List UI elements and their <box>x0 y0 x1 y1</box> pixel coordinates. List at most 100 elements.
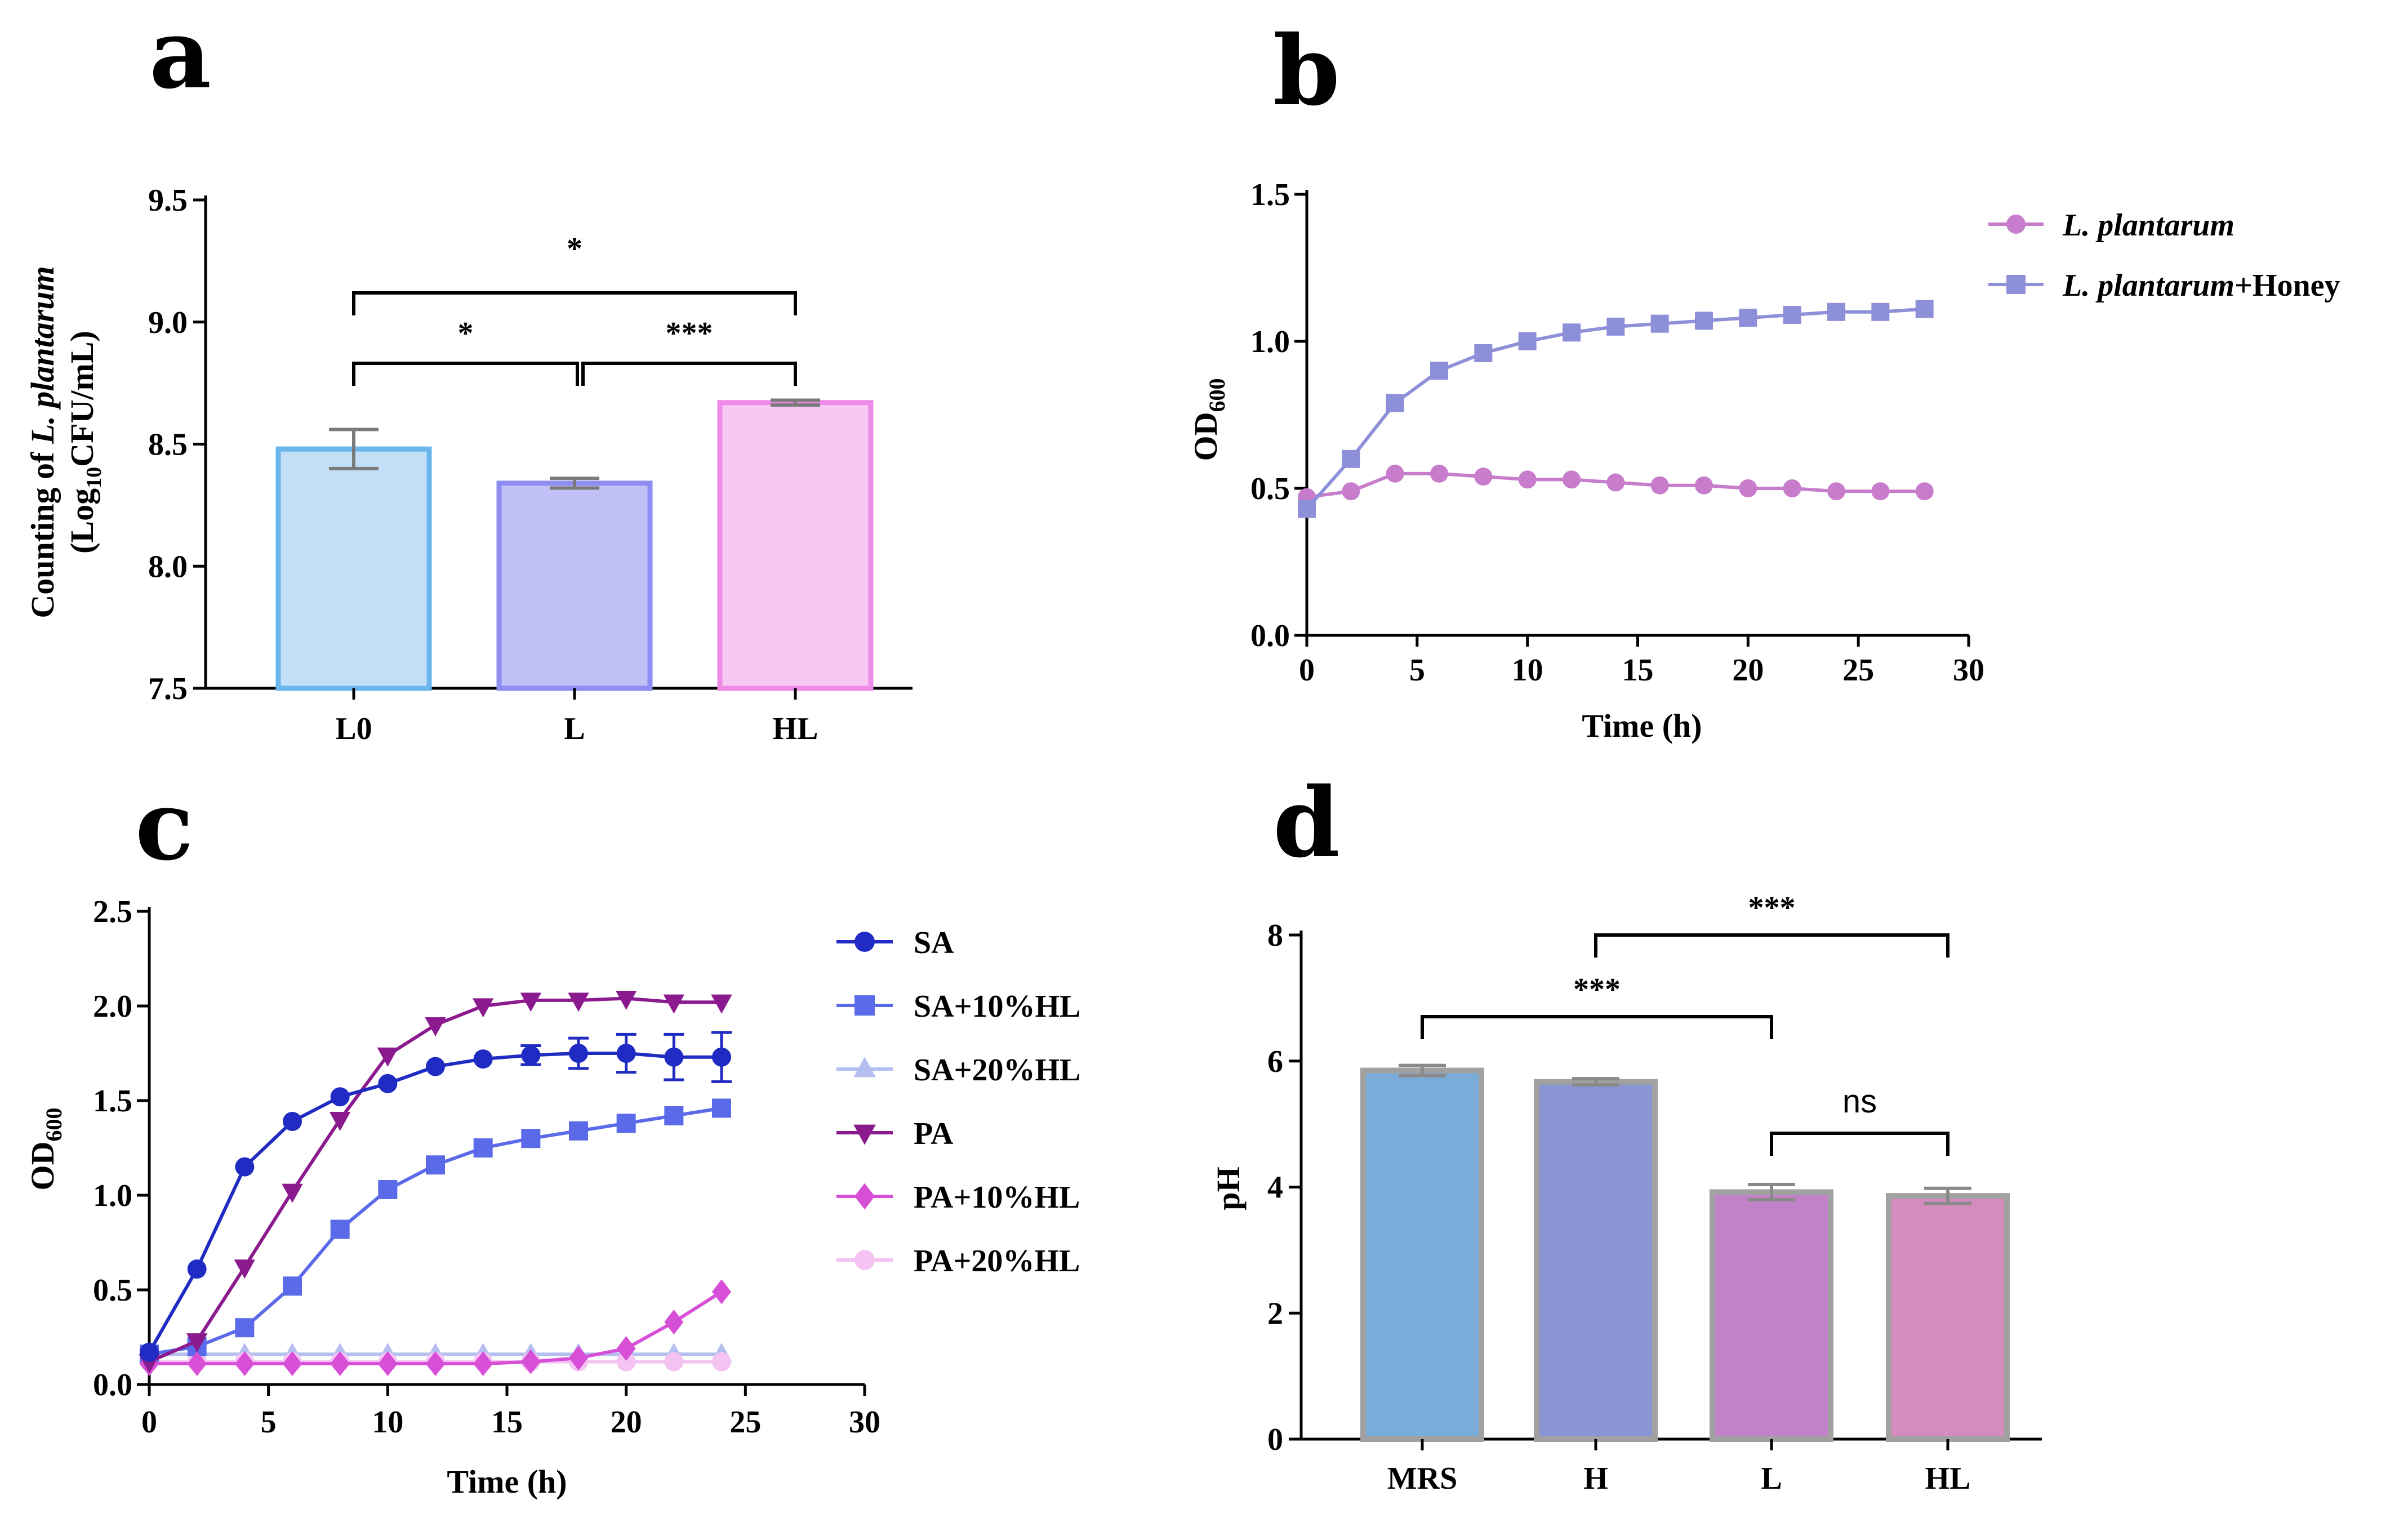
data-point <box>378 1351 398 1377</box>
panel-a-bar-chart: 7.58.08.59.09.5L0 L HL** ***Counting of L. … <box>24 183 913 746</box>
data-point <box>1695 476 1713 495</box>
legend-label: SA+20%HL <box>914 1053 1080 1088</box>
data-point <box>1915 482 1934 501</box>
significance-bracket <box>352 362 579 386</box>
data-point <box>282 1183 303 1203</box>
significance-label: *** <box>666 316 713 351</box>
panel-c-line-chart: 0.0 0.5 1.0 1.5 2.0 2.5 0 5 10 15 20 25 30 Time (h) OD… <box>24 894 1080 1500</box>
data-point <box>1518 470 1537 489</box>
data-point <box>712 1098 731 1118</box>
data-point <box>1871 302 1890 321</box>
data-point <box>377 1047 399 1067</box>
y-axis-label-line2: (Log10CFU/mL) <box>64 331 106 554</box>
x-tick-label: 15 <box>491 1405 523 1440</box>
y-tick-label: 9.0 <box>148 305 188 340</box>
data-point <box>521 1349 541 1374</box>
legend-label: PA+10%HL <box>914 1180 1080 1215</box>
data-point <box>473 1351 493 1377</box>
y-tick-label: 7.5 <box>148 671 188 706</box>
legend-marker <box>853 1057 876 1078</box>
data-point <box>712 1352 731 1372</box>
legend-label: SA <box>914 925 954 960</box>
data-point <box>473 1049 493 1069</box>
y-axis-label: pH <box>1210 1167 1247 1210</box>
data-point <box>569 1044 588 1063</box>
x-tick-label: HL <box>1925 1461 1971 1496</box>
bar-HL <box>1886 1193 2010 1443</box>
data-point <box>283 1351 302 1377</box>
data-point <box>1563 470 1581 489</box>
data-point <box>616 1336 636 1361</box>
y-tick-label: 0.5 <box>93 1273 132 1308</box>
x-tick-label: 5 <box>261 1405 277 1440</box>
data-point <box>1739 309 1757 327</box>
y-tick-label: 0.0 <box>93 1368 132 1403</box>
data-point <box>1518 332 1537 350</box>
panel-letter-c: c <box>135 769 194 882</box>
x-axis-label: Time (h) <box>1582 707 1702 744</box>
data-point <box>1563 323 1581 342</box>
y-tick-label: 0 <box>1267 1422 1283 1457</box>
data-point <box>1871 482 1890 501</box>
data-point <box>140 1342 159 1362</box>
significance-bracket <box>1421 1015 1773 1039</box>
data-point <box>664 1352 684 1372</box>
y-tick-label: 0.0 <box>1250 618 1290 653</box>
data-point <box>330 1087 350 1107</box>
significance-label: * <box>567 232 582 266</box>
y-tick-label: 1.5 <box>93 1084 132 1119</box>
bar-L <box>1710 1189 1833 1442</box>
data-point <box>234 1259 256 1279</box>
data-point <box>664 1310 684 1335</box>
x-tick-label: 5 <box>1409 653 1425 688</box>
data-point <box>1915 300 1934 318</box>
data-point <box>473 1138 493 1158</box>
data-point <box>1342 449 1360 468</box>
data-point <box>1827 302 1845 321</box>
bar-MRS <box>1360 1067 1484 1442</box>
x-tick-label: 0 <box>1299 653 1315 688</box>
data-point <box>1650 476 1669 495</box>
y-tick-label: 9.5 <box>148 183 188 218</box>
legend-label: PA+20%HL <box>914 1244 1080 1279</box>
legend-marker <box>854 1183 875 1210</box>
legend-marker <box>854 995 875 1016</box>
x-tick-label: 15 <box>1622 653 1654 688</box>
data-point <box>616 1044 636 1063</box>
x-tick-label: 25 <box>729 1405 761 1440</box>
x-tick-label: 25 <box>1842 653 1874 688</box>
x-tick-label: 10 <box>1512 653 1543 688</box>
significance-label: ns <box>1842 1083 1877 1120</box>
data-point <box>521 1129 541 1148</box>
data-point <box>1386 464 1404 483</box>
y-tick-label: 0.5 <box>1250 471 1290 506</box>
data-point <box>615 990 637 1010</box>
data-point <box>330 1219 350 1239</box>
significance-bracket <box>581 362 797 386</box>
significance-bracket <box>1594 933 1949 958</box>
y-axis-label: Counting of L. plantarum <box>24 266 61 618</box>
y-tick-label: 8.0 <box>148 549 188 584</box>
panel-letter-a: a <box>149 0 211 110</box>
data-point <box>378 1074 398 1093</box>
legend-label: PA <box>914 1116 954 1151</box>
y-tick-label: 2.5 <box>93 894 132 929</box>
legend-marker <box>2006 275 2026 294</box>
legend-marker <box>854 1250 875 1270</box>
legend-label: L. plantarum+Honey <box>2062 268 2340 303</box>
y-tick-label: 1.0 <box>1250 324 1290 359</box>
data-point <box>235 1318 255 1338</box>
data-point <box>712 1279 731 1305</box>
panel-letter-d: d <box>1273 767 1340 879</box>
data-point <box>235 1351 255 1377</box>
y-tick-label: 8 <box>1267 918 1283 953</box>
x-tick-label: 10 <box>372 1405 403 1440</box>
x-tick-label: L <box>564 711 585 746</box>
legend-label: L. plantarum <box>2062 208 2235 243</box>
x-tick-label: L <box>1761 1461 1782 1496</box>
y-tick-label: 4 <box>1267 1170 1283 1205</box>
data-point <box>569 1121 588 1141</box>
data-point <box>1695 311 1713 330</box>
data-point <box>711 994 732 1014</box>
x-axis-label: Time (h) <box>447 1463 567 1500</box>
